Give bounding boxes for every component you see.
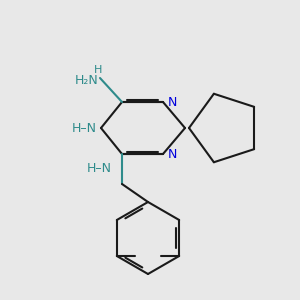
Text: H: H xyxy=(94,65,102,75)
Text: N: N xyxy=(168,95,177,109)
Text: N: N xyxy=(168,148,177,160)
Text: H–N: H–N xyxy=(87,163,112,176)
Text: H–N: H–N xyxy=(72,122,97,134)
Text: H₂N: H₂N xyxy=(74,74,98,86)
